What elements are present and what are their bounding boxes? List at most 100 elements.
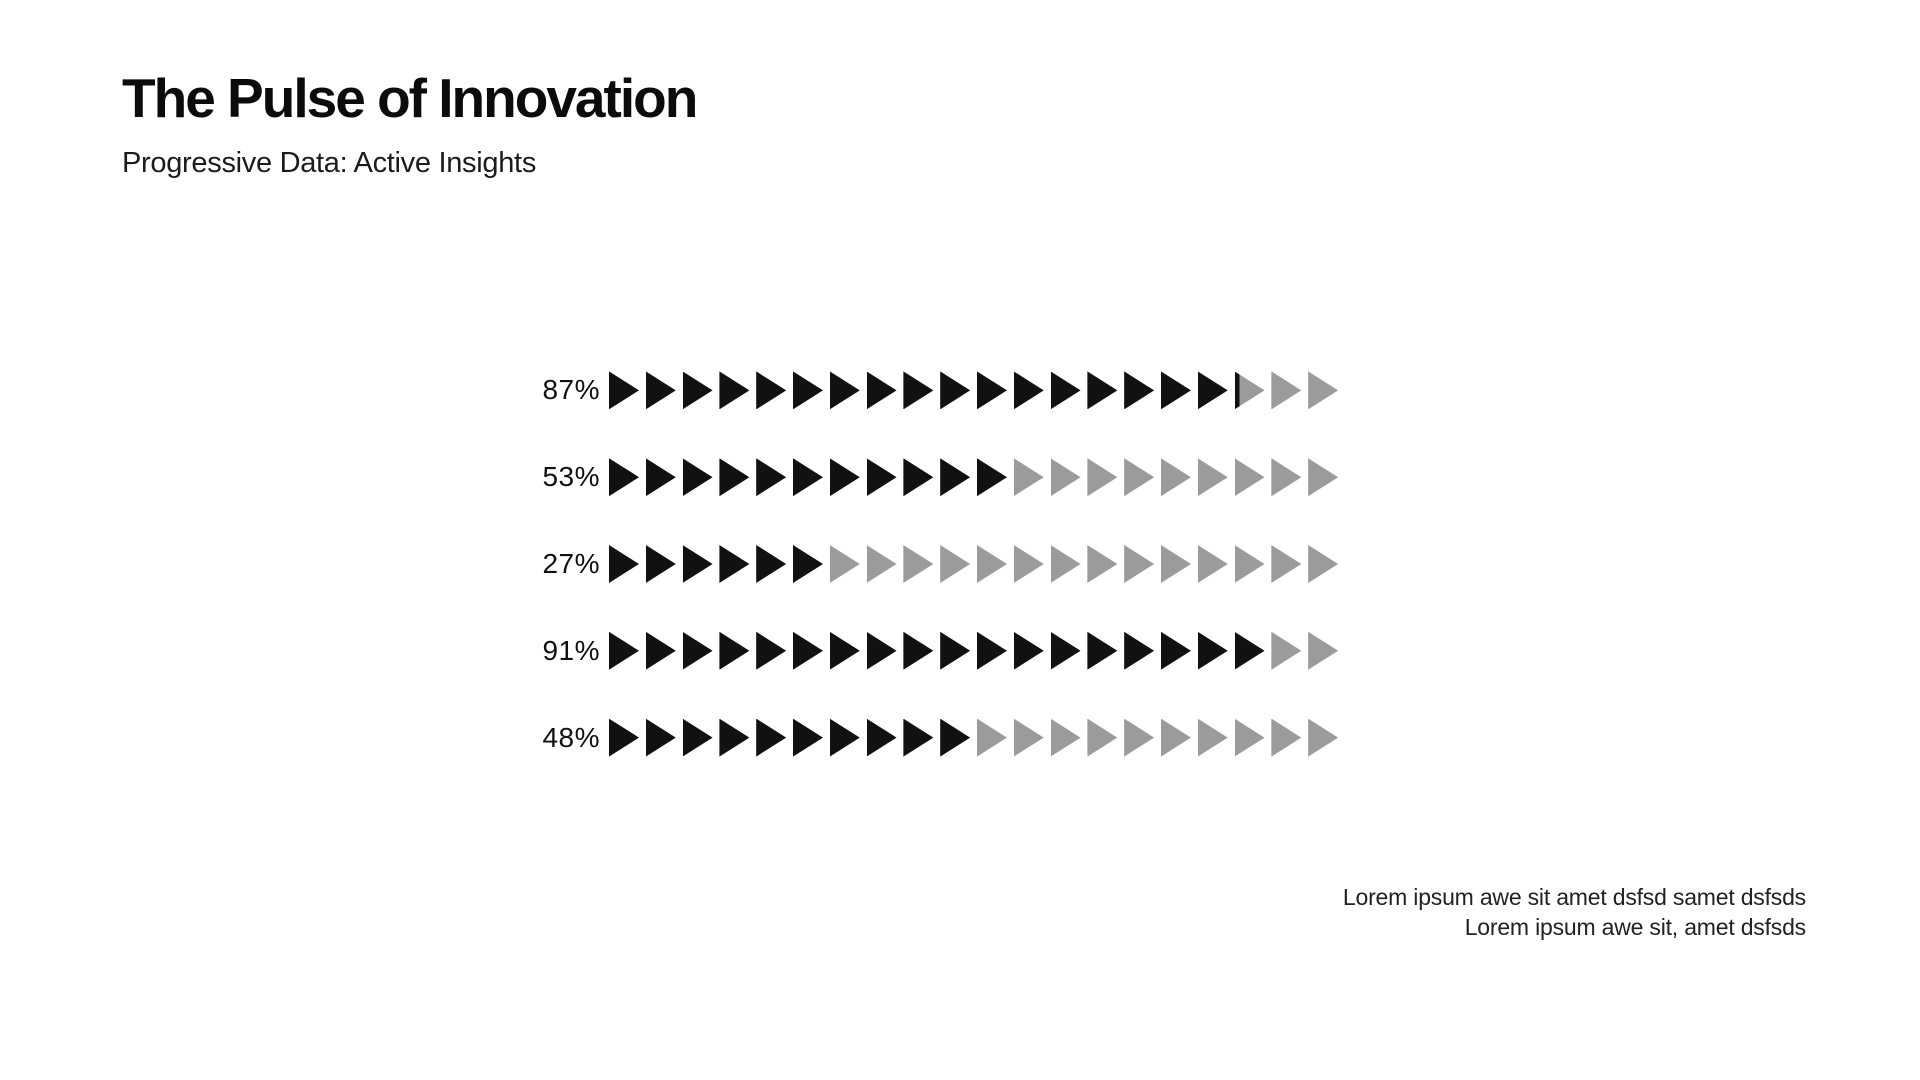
- triangle-empty-icon: [1271, 718, 1302, 757]
- triangle-empty-icon: [1234, 718, 1265, 757]
- triangle-filled-icon: [1124, 371, 1155, 410]
- triangle-filled-icon: [645, 371, 676, 410]
- triangle-filled-icon: [756, 458, 787, 497]
- triangle-filled-icon: [903, 631, 934, 670]
- triangle-filled-icon: [1160, 371, 1191, 410]
- footer-note: Lorem ipsum awe sit amet dsfsd samet dsf…: [1343, 882, 1806, 942]
- row-percentage-label: 91%: [542, 634, 600, 666]
- triangle-empty-icon: [940, 544, 971, 583]
- triangle-filled-icon: [609, 718, 639, 757]
- triangle-filled-icon: [756, 371, 787, 410]
- triangle-empty-icon: [1087, 458, 1118, 497]
- triangle-filled-icon: [1160, 631, 1191, 670]
- triangle-empty-icon: [1013, 718, 1044, 757]
- triangle-empty-icon: [1308, 718, 1339, 757]
- triangle-filled-icon: [719, 371, 750, 410]
- triangle-empty-icon: [1124, 458, 1155, 497]
- chart-row: 53%: [420, 434, 1339, 521]
- triangle-filled-icon: [940, 631, 971, 670]
- triangle-partial-icon: [1234, 371, 1265, 410]
- triangle-empty-icon: [1160, 544, 1191, 583]
- triangle-filled-icon: [1013, 371, 1044, 410]
- triangle-track: [609, 371, 1339, 410]
- triangle-filled-icon: [682, 544, 713, 583]
- triangle-empty-icon: [1050, 544, 1081, 583]
- triangle-filled-icon: [682, 631, 713, 670]
- triangle-filled-icon: [866, 458, 897, 497]
- triangle-empty-icon: [903, 544, 934, 583]
- triangle-filled-icon: [1050, 631, 1081, 670]
- triangle-filled-icon: [645, 544, 676, 583]
- triangle-filled-icon: [719, 631, 750, 670]
- triangle-filled-icon: [1197, 631, 1228, 670]
- triangle-filled-icon: [903, 458, 934, 497]
- triangle-empty-icon: [1197, 718, 1228, 757]
- row-percentage-label: 48%: [542, 721, 600, 753]
- row-percentage-label: 87%: [542, 374, 600, 406]
- triangle-filled-icon: [976, 458, 1007, 497]
- row-percentage-label: 27%: [542, 547, 600, 579]
- triangle-filled-icon: [1050, 371, 1081, 410]
- triangle-empty-icon: [1271, 631, 1302, 670]
- triangle-empty-icon: [1271, 458, 1302, 497]
- triangle-filled-icon: [792, 631, 823, 670]
- triangle-filled-icon: [976, 371, 1007, 410]
- triangle-empty-icon: [1013, 458, 1044, 497]
- triangle-empty-icon: [1124, 544, 1155, 583]
- triangle-filled-icon: [1087, 371, 1118, 410]
- triangle-empty-icon: [1050, 458, 1081, 497]
- triangle-filled-icon: [792, 718, 823, 757]
- chart-row: 91%: [420, 607, 1339, 694]
- triangle-empty-icon: [976, 718, 1007, 757]
- triangle-filled-icon: [682, 718, 713, 757]
- triangle-filled-icon: [719, 458, 750, 497]
- triangle-filled-icon: [976, 631, 1007, 670]
- triangle-filled-icon: [1124, 631, 1155, 670]
- triangle-filled-icon: [609, 371, 639, 410]
- triangle-empty-icon: [1087, 544, 1118, 583]
- triangle-filled-icon: [792, 458, 823, 497]
- triangle-filled-icon: [682, 371, 713, 410]
- triangle-track: [609, 458, 1339, 497]
- triangle-filled-icon: [940, 718, 971, 757]
- triangle-filled-icon: [645, 718, 676, 757]
- triangle-empty-icon: [1308, 544, 1339, 583]
- footer-note-line2: Lorem ipsum awe sit, amet dsfsds: [1464, 914, 1806, 940]
- triangle-filled-icon: [903, 718, 934, 757]
- triangle-empty-icon: [1308, 371, 1339, 410]
- chart-header: The Pulse of Innovation Progressive Data…: [122, 64, 698, 180]
- triangle-filled-icon: [829, 458, 860, 497]
- triangle-filled-icon: [645, 458, 676, 497]
- triangle-empty-icon: [1197, 458, 1228, 497]
- triangle-filled-icon: [609, 631, 639, 670]
- triangle-empty-icon: [976, 544, 1007, 583]
- triangle-filled-icon: [682, 458, 713, 497]
- triangle-filled-icon: [866, 371, 897, 410]
- triangle-filled-icon: [609, 544, 639, 583]
- triangle-track: [609, 631, 1339, 670]
- triangle-filled-icon: [719, 718, 750, 757]
- chart-row: 27%: [420, 521, 1339, 608]
- triangle-empty-icon: [1197, 544, 1228, 583]
- triangle-filled-icon: [756, 718, 787, 757]
- triangle-empty-icon: [1271, 371, 1302, 410]
- triangle-empty-icon: [1087, 718, 1118, 757]
- row-percentage-label: 53%: [542, 461, 600, 493]
- triangle-empty-icon: [1013, 544, 1044, 583]
- triangle-filled-icon: [719, 544, 750, 583]
- triangle-empty-icon: [829, 544, 860, 583]
- page-subtitle: Progressive Data: Active Insights: [122, 146, 537, 179]
- triangle-filled-icon: [645, 631, 676, 670]
- triangle-track: [609, 544, 1339, 583]
- triangle-empty-icon: [1308, 631, 1339, 670]
- triangle-track: [609, 718, 1339, 757]
- triangle-filled-icon: [1197, 371, 1228, 410]
- triangle-empty-icon: [1160, 718, 1191, 757]
- triangle-empty-icon: [866, 544, 897, 583]
- triangle-empty-icon: [1124, 718, 1155, 757]
- triangle-empty-icon: [1234, 544, 1265, 583]
- triangle-empty-icon: [1050, 718, 1081, 757]
- triangle-filled-icon: [940, 458, 971, 497]
- triangle-filled-icon: [756, 631, 787, 670]
- triangle-empty-icon: [1308, 458, 1339, 497]
